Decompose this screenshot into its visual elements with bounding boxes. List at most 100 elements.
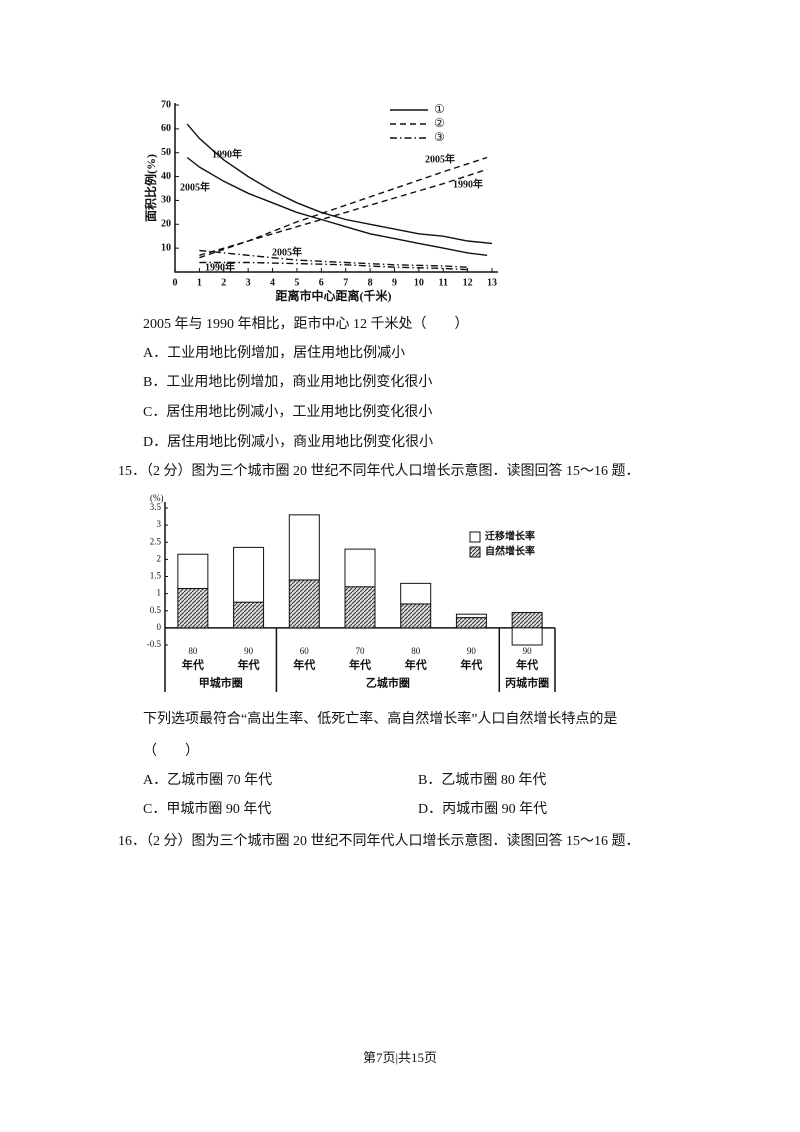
migration-bar	[344, 548, 376, 588]
group-label: 甲城市圈	[199, 676, 243, 690]
q15-blank: （ ）	[143, 744, 199, 759]
migration-bar	[177, 553, 209, 589]
x-tick-label: 4	[270, 277, 275, 288]
x-tick-label: 9	[392, 277, 397, 288]
decade-label: 年代	[349, 658, 371, 672]
y-tick-label: 10	[161, 242, 171, 253]
migration-bar	[511, 627, 543, 646]
y-tick-label: 2	[157, 553, 162, 563]
x-tick-label: 6	[319, 277, 324, 288]
legend-label: 迁移增长率	[485, 529, 535, 542]
series-label: 1990年	[212, 147, 242, 160]
legend-label: ①	[434, 102, 445, 116]
legend-label: 自然增长率	[485, 544, 535, 557]
x-tick-label: 11	[439, 277, 448, 288]
group-label: 乙城市圈	[366, 676, 410, 690]
x-tick-label: 10	[414, 277, 424, 288]
x-tick-label: 1	[197, 277, 202, 288]
y-tick-label: 40	[161, 171, 171, 182]
x-tick-label: 5	[294, 277, 299, 288]
legend-label: ②	[434, 116, 445, 130]
y-tick-label: 1.5	[150, 571, 162, 581]
y-tick-label: -0.5	[147, 639, 162, 649]
y-tick-label: 1	[157, 588, 162, 598]
migration-bar	[288, 514, 320, 581]
decade-label: 年代	[516, 658, 538, 672]
q14-option: A．工业用地比例增加，居住用地比例减小	[143, 346, 406, 361]
category-label: 70	[356, 646, 366, 656]
x-tick-label: 12	[463, 277, 473, 288]
migration-bar	[455, 613, 487, 619]
category-label: 90	[523, 646, 533, 656]
line-series	[199, 168, 488, 256]
line-series	[199, 261, 468, 271]
y-tick-label: 3.5	[150, 502, 162, 512]
x-tick-label: 2	[221, 277, 226, 288]
category-label: 80	[188, 646, 198, 656]
y-tick-label: 50	[161, 147, 171, 158]
category-label: 60	[300, 646, 310, 656]
q15-heading: 15．（2 分）图为三个城市圈 20 世纪不同年代人口增长示意图．读图回答 15…	[118, 464, 640, 479]
natural-bar	[400, 603, 432, 629]
decade-label: 年代	[460, 658, 482, 672]
natural-bar	[511, 611, 543, 629]
group-label: 丙城市圈	[505, 676, 549, 690]
figure-2: (%) -0.5 0 0.5 1 1.5 2 2.5 3 3.5 甲城市圈 乙城市圈 丙城市圈 80 年代 9…	[147, 493, 556, 692]
decade-label: 年代	[293, 658, 315, 672]
x-tick-label: 8	[368, 277, 373, 288]
q16-heading: 16．（2 分）图为三个城市圈 20 世纪不同年代人口增长示意图．读图回答 15…	[118, 834, 640, 849]
decade-label: 年代	[238, 658, 260, 672]
category-label: 80	[411, 646, 421, 656]
q15-stem: 下列选项最符合“高出生率、低死亡率、高自然增长率”人口自然增长特点的是	[143, 712, 618, 727]
q15-option: D．丙城市圈 90 年代	[418, 802, 548, 817]
y-tick-label: 60	[161, 123, 171, 134]
y-tick-label: 2.5	[150, 536, 162, 546]
q14-stem: 2005 年与 1990 年相比，距市中心 12 千米处（ ）	[143, 317, 469, 332]
x-tick-label: 3	[246, 277, 251, 288]
legend-label: ③	[434, 130, 445, 144]
line-series	[199, 249, 468, 268]
category-label: 90	[244, 646, 254, 656]
q15-option: B．乙城市圈 80 年代	[418, 773, 547, 788]
y-tick-label: 0.5	[150, 605, 162, 615]
footer: 第7页|共15页	[362, 1050, 438, 1065]
line-series	[186, 156, 488, 256]
legend-swatch	[469, 531, 481, 543]
axis	[174, 103, 498, 273]
series-label: 1990年	[453, 177, 483, 190]
q15-option: A．乙城市圈 70 年代	[143, 773, 273, 788]
y-tick-label: 30	[161, 195, 171, 206]
series-label: 2005年	[425, 152, 455, 165]
q15-option: C．甲城市圈 90 年代	[143, 802, 272, 817]
x-axis-label: 距离市中心距离(千米)	[276, 288, 392, 303]
y-tick-label: 0	[157, 622, 162, 632]
y-tick-label: 3	[157, 519, 162, 529]
line-series	[186, 123, 493, 245]
natural-bar	[177, 587, 209, 629]
x-tick-label: 13	[487, 277, 497, 288]
y-tick-label: 20	[161, 219, 171, 230]
q14-option: C．居住用地比例减小，工业用地比例变化很小	[143, 405, 433, 420]
natural-bar	[455, 617, 487, 629]
x-tick-label: 7	[343, 277, 348, 288]
series-label: 2005年	[180, 180, 210, 193]
natural-bar	[344, 586, 376, 629]
q14-option: D．居住用地比例减小，商业用地比例变化很小	[143, 435, 434, 450]
natural-bar	[233, 601, 265, 629]
y-tick-label: 70	[161, 99, 171, 110]
decade-label: 年代	[405, 658, 427, 672]
migration-bar	[233, 546, 265, 603]
y-axis-label: 面积比例(%)	[143, 154, 158, 222]
decade-label: 年代	[182, 658, 204, 672]
natural-bar	[288, 579, 320, 629]
x-tick-label: 0	[173, 277, 178, 288]
q14-option: B．工业用地比例增加，商业用地比例变化很小	[143, 375, 433, 390]
category-label: 90	[467, 646, 477, 656]
legend-swatch	[469, 546, 481, 558]
unit-label: (%)	[150, 493, 164, 503]
series-label: 1990年	[205, 260, 235, 273]
migration-bar	[400, 582, 432, 605]
series-label: 2005年	[272, 245, 302, 258]
